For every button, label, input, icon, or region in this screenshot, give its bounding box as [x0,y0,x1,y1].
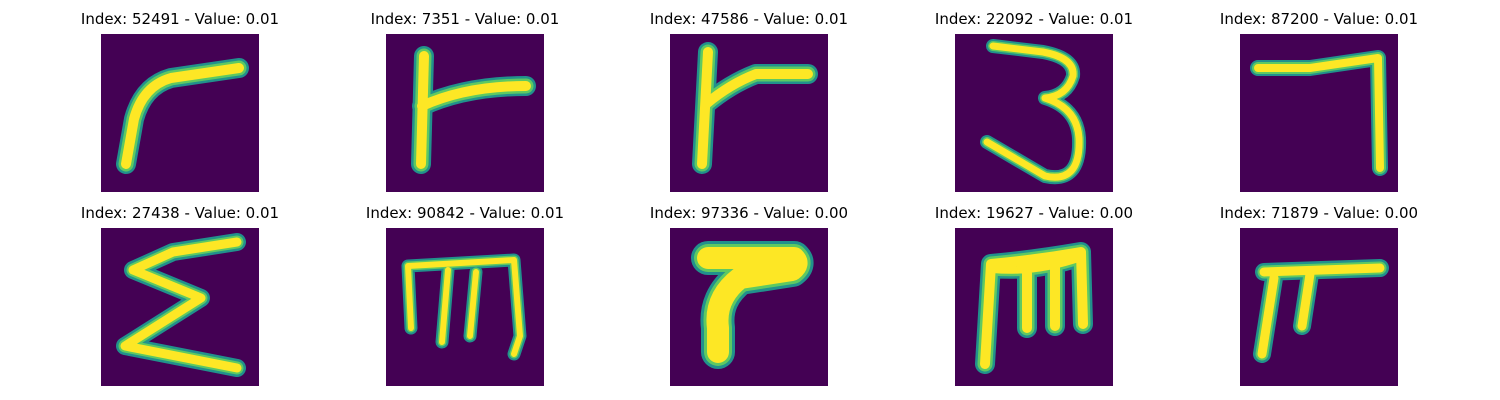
digit-image [386,228,544,386]
panel-title: Index: 22092 - Value: 0.01 [934,10,1134,28]
panel-5: Index: 87200 - Value: 0.01 [1209,0,1429,192]
panel-9: Index: 19627 - Value: 0.00 [924,194,1144,386]
digit-image [670,34,828,192]
digit-image [955,228,1113,386]
panel-title: Index: 90842 - Value: 0.01 [365,204,565,222]
digit-image [1240,34,1398,192]
panel-1: Index: 52491 - Value: 0.01 [70,0,290,192]
panel-10: Index: 71879 - Value: 0.00 [1209,194,1429,386]
digit-image [670,228,828,386]
panel-title: Index: 7351 - Value: 0.01 [370,10,560,28]
panel-title: Index: 97336 - Value: 0.00 [649,204,849,222]
panel-8: Index: 97336 - Value: 0.00 [639,194,859,386]
panel-6: Index: 27438 - Value: 0.01 [70,194,290,386]
panel-title: Index: 71879 - Value: 0.00 [1219,204,1419,222]
panel-title: Index: 27438 - Value: 0.01 [80,204,280,222]
panel-title: Index: 87200 - Value: 0.01 [1219,10,1419,28]
digit-image [955,34,1113,192]
panel-2: Index: 7351 - Value: 0.01 [355,0,575,192]
panel-4: Index: 22092 - Value: 0.01 [924,0,1144,192]
panel-title: Index: 52491 - Value: 0.01 [80,10,280,28]
panel-title: Index: 19627 - Value: 0.00 [934,204,1134,222]
panel-7: Index: 90842 - Value: 0.01 [355,194,575,386]
digit-image [101,34,259,192]
digit-image [1240,228,1398,386]
digit-image [101,228,259,386]
panel-3: Index: 47586 - Value: 0.01 [639,0,859,192]
panel-title: Index: 47586 - Value: 0.01 [649,10,849,28]
digit-image [386,34,544,192]
